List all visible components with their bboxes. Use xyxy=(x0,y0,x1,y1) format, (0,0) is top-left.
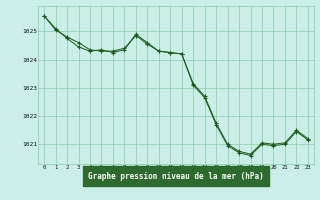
X-axis label: Graphe pression niveau de la mer (hPa): Graphe pression niveau de la mer (hPa) xyxy=(88,172,264,181)
